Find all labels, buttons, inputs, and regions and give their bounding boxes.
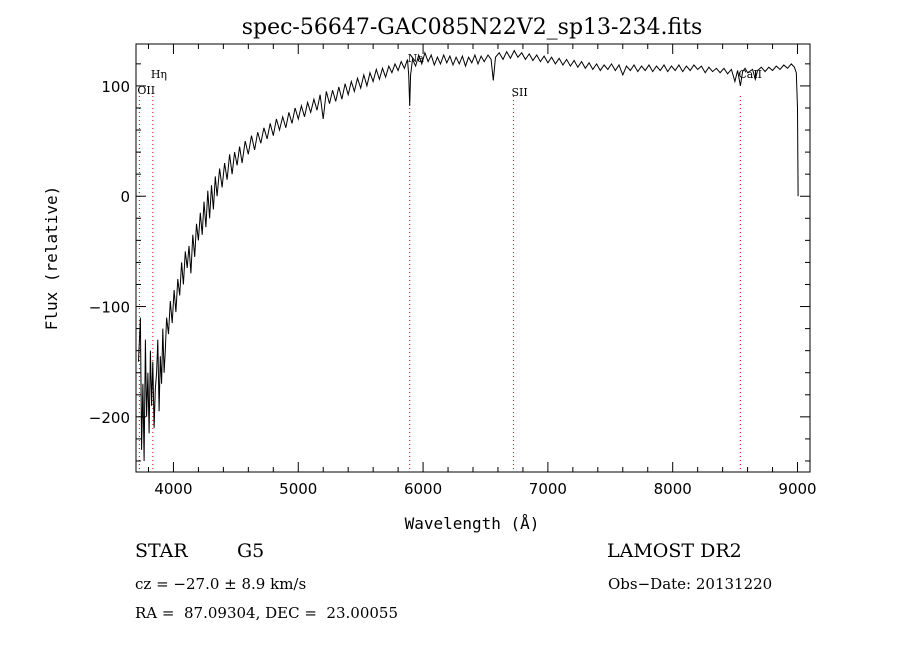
y-axis-label: Flux (relative)	[42, 186, 61, 331]
survey-name: LAMOST DR2	[607, 540, 742, 562]
y-tick-label: −100	[89, 299, 130, 317]
line-label: Hη	[151, 68, 167, 81]
spectral-class: G5	[237, 540, 265, 562]
x-tick-label: 5000	[279, 480, 317, 498]
y-tick-label: 0	[120, 188, 130, 206]
x-tick-label: 7000	[529, 480, 567, 498]
chart-title: spec-56647-GAC085N22V2_sp13-234.fits	[242, 15, 703, 40]
y-tick-label: −200	[89, 409, 130, 427]
x-axis-label: Wavelength (Å)	[405, 514, 540, 533]
x-tick-label: 6000	[404, 480, 442, 498]
y-tick-label: 100	[101, 78, 130, 96]
plot-area	[138, 49, 799, 462]
spectrum-line	[138, 49, 799, 462]
redshift-readout: cz = −27.0 ± 8.9 km/s	[135, 575, 307, 593]
object-type: STAR	[135, 540, 188, 562]
line-label: SII	[511, 86, 527, 99]
x-tick-label: 8000	[654, 480, 692, 498]
observation-date: Obs−Date: 20131220	[608, 575, 773, 593]
axes: 4000 5000 6000 7000 8000 9000 −200 −100 0 100	[89, 44, 817, 498]
x-tick-label: 4000	[154, 480, 192, 498]
x-tick-label: 9000	[778, 480, 816, 498]
plot-frame	[135, 43, 811, 473]
line-label: OII	[137, 84, 155, 97]
coordinates-readout: RA = 87.09304, DEC = 23.00055	[135, 604, 399, 622]
